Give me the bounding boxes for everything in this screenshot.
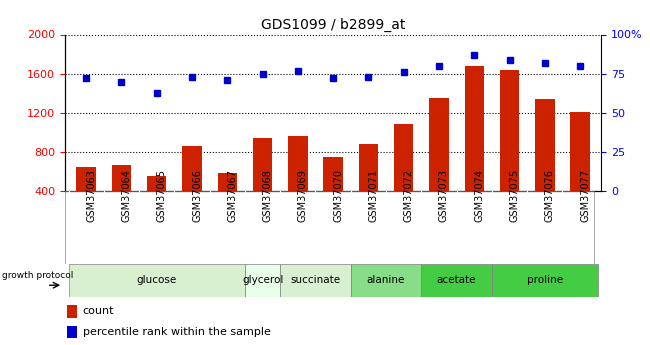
Text: GSM37066: GSM37066 (192, 169, 202, 221)
Text: GSM37070: GSM37070 (333, 169, 343, 221)
Text: glucose: glucose (136, 275, 177, 285)
Title: GDS1099 / b2899_at: GDS1099 / b2899_at (261, 18, 406, 32)
Bar (147, 176, 166, 191)
Text: glycerol: glycerol (242, 275, 283, 285)
Text: GSM37071: GSM37071 (369, 169, 378, 221)
Text: GSM37063: GSM37063 (86, 169, 96, 221)
Bar (67, 305, 77, 317)
Text: growth protocol: growth protocol (2, 271, 73, 280)
Text: count: count (83, 306, 114, 316)
Text: alanine: alanine (367, 275, 405, 285)
Bar (351, 264, 421, 297)
Text: GSM37073: GSM37073 (439, 169, 449, 221)
Bar (492, 264, 598, 297)
Text: GSM37075: GSM37075 (510, 169, 519, 221)
Bar (253, 138, 272, 191)
Bar (465, 66, 484, 191)
Text: succinate: succinate (291, 275, 341, 285)
Bar (429, 98, 448, 191)
Text: GSM37077: GSM37077 (580, 169, 590, 221)
Bar (324, 157, 343, 191)
Text: percentile rank within the sample: percentile rank within the sample (83, 327, 270, 337)
Bar (571, 112, 590, 191)
Bar (112, 165, 131, 191)
Bar (394, 124, 413, 191)
Text: GSM37076: GSM37076 (545, 169, 555, 221)
Bar (288, 136, 307, 191)
Bar (218, 173, 237, 191)
Bar (245, 264, 280, 297)
Text: GSM37064: GSM37064 (122, 169, 131, 221)
Text: GSM37072: GSM37072 (404, 169, 413, 221)
Bar (500, 70, 519, 191)
Text: proline: proline (526, 275, 563, 285)
Text: GSM37065: GSM37065 (157, 169, 167, 221)
Text: GSM37069: GSM37069 (298, 169, 308, 221)
Text: GSM37068: GSM37068 (263, 169, 272, 221)
Bar (535, 99, 554, 191)
Text: GSM37067: GSM37067 (227, 169, 237, 221)
Bar (67, 326, 77, 338)
Bar (421, 264, 492, 297)
Bar (280, 264, 351, 297)
Bar (182, 146, 202, 191)
Bar (68, 264, 245, 297)
Text: acetate: acetate (437, 275, 476, 285)
Bar (77, 167, 96, 191)
Text: GSM37074: GSM37074 (474, 169, 484, 221)
Bar (359, 144, 378, 191)
